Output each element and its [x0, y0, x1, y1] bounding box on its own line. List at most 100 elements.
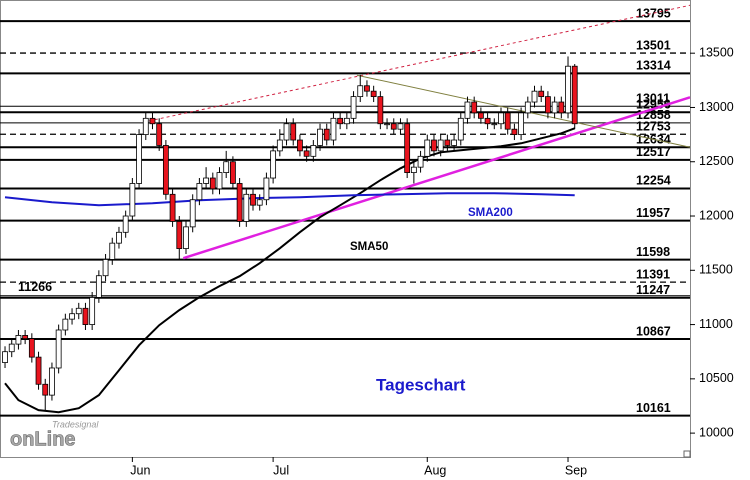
- candle-body: [431, 139, 437, 152]
- sma200-label: SMA200: [468, 207, 513, 219]
- candle-body: [377, 96, 384, 125]
- y-tick-label: 10500: [699, 371, 734, 385]
- candle-body: [149, 117, 156, 125]
- x-tick-label: Jul: [273, 463, 289, 477]
- candle-body: [136, 134, 142, 184]
- candle-body: [230, 161, 236, 184]
- candle-body: [196, 183, 203, 201]
- candle-body: [35, 356, 42, 385]
- candle-body: [2, 351, 8, 363]
- candle-body: [337, 117, 344, 125]
- candle-body: [343, 117, 350, 125]
- candle-body: [531, 90, 538, 103]
- candle-body: [169, 193, 176, 222]
- candle-body: [129, 183, 136, 217]
- candle-body: [330, 117, 337, 141]
- candle-body: [524, 101, 531, 114]
- level-label: 12753: [636, 120, 671, 134]
- level-label: 13501: [636, 38, 671, 52]
- trendline: [182, 96, 691, 260]
- candle-body: [491, 123, 498, 126]
- candle-body: [55, 329, 62, 369]
- candle-body: [223, 161, 230, 173]
- candle-body: [189, 199, 196, 228]
- candle-body: [203, 177, 209, 184]
- candle-body: [243, 193, 250, 222]
- level-label: 13795: [636, 6, 671, 20]
- candle-body: [256, 199, 263, 206]
- candle-body: [504, 112, 511, 130]
- candle-body: [62, 318, 69, 331]
- candle-body: [390, 123, 397, 130]
- candle-body: [538, 90, 545, 98]
- candle-body: [290, 123, 297, 141]
- candle-body: [317, 128, 323, 146]
- candle-body: [357, 85, 364, 98]
- candle-body: [142, 117, 149, 136]
- chart-annotation: Tageschart: [376, 375, 466, 394]
- candle-body: [270, 150, 277, 179]
- candle-body: [28, 338, 35, 358]
- level-label: 12956: [636, 98, 671, 112]
- candle-body: [116, 231, 122, 244]
- candle-body: [95, 275, 102, 298]
- candle-body: [15, 335, 22, 345]
- candle-body: [183, 226, 189, 249]
- candle-body: [410, 166, 417, 173]
- candle-body: [464, 101, 471, 119]
- candle-body: [102, 259, 109, 277]
- level-label: 11598: [636, 245, 670, 259]
- candle-body: [417, 155, 424, 168]
- candle-body: [250, 193, 256, 206]
- candle-body: [477, 112, 484, 119]
- level-label: 11266: [18, 280, 52, 294]
- candle-body: [109, 242, 116, 260]
- candle-body: [364, 85, 370, 92]
- level-label: 10867: [636, 324, 671, 338]
- trendline: [356, 74, 691, 148]
- candle-body: [156, 123, 163, 146]
- candle-body: [471, 101, 478, 114]
- level-label: 12517: [636, 145, 671, 159]
- candle-body: [451, 139, 457, 146]
- candle-body: [404, 123, 411, 173]
- candle-body: [283, 123, 290, 141]
- indicator-line: [4, 127, 576, 414]
- candle-body: [122, 215, 129, 233]
- candle-body: [236, 183, 243, 222]
- candle-body: [571, 65, 578, 125]
- candle-body: [303, 150, 310, 157]
- candle-body: [370, 90, 377, 98]
- logo-small: Tradesignal: [52, 419, 99, 429]
- logo: onLine: [10, 428, 76, 450]
- candle-body: [558, 101, 565, 114]
- x-tick-label: Aug: [424, 463, 446, 477]
- candle-body: [498, 112, 504, 125]
- candle-body: [545, 96, 551, 114]
- level-label: 12254: [636, 174, 671, 188]
- level-label: 13314: [636, 59, 671, 73]
- candle-body: [176, 221, 183, 249]
- candle-body: [89, 297, 96, 325]
- sma50-label: SMA50: [350, 241, 388, 253]
- candle-body: [437, 139, 444, 152]
- y-tick-label: 13500: [699, 45, 734, 59]
- level-label: 11391: [636, 267, 670, 281]
- resize-icon: [683, 450, 691, 458]
- y-tick-label: 12000: [699, 208, 734, 222]
- candle-body: [518, 112, 525, 136]
- candle-body: [397, 123, 404, 130]
- candle-body: [323, 128, 330, 141]
- candle-body: [511, 128, 518, 136]
- candle-body: [216, 172, 223, 190]
- candle-body: [384, 123, 390, 126]
- indicator-line: [4, 192, 575, 207]
- level-label: 13011: [636, 92, 670, 106]
- candle-body: [310, 145, 317, 157]
- candle-body: [49, 367, 55, 396]
- candle-body: [162, 145, 169, 195]
- level-label: 11957: [636, 206, 670, 220]
- candle-body: [276, 139, 283, 152]
- candle-body: [8, 343, 15, 353]
- y-tick-label: 12500: [699, 154, 734, 168]
